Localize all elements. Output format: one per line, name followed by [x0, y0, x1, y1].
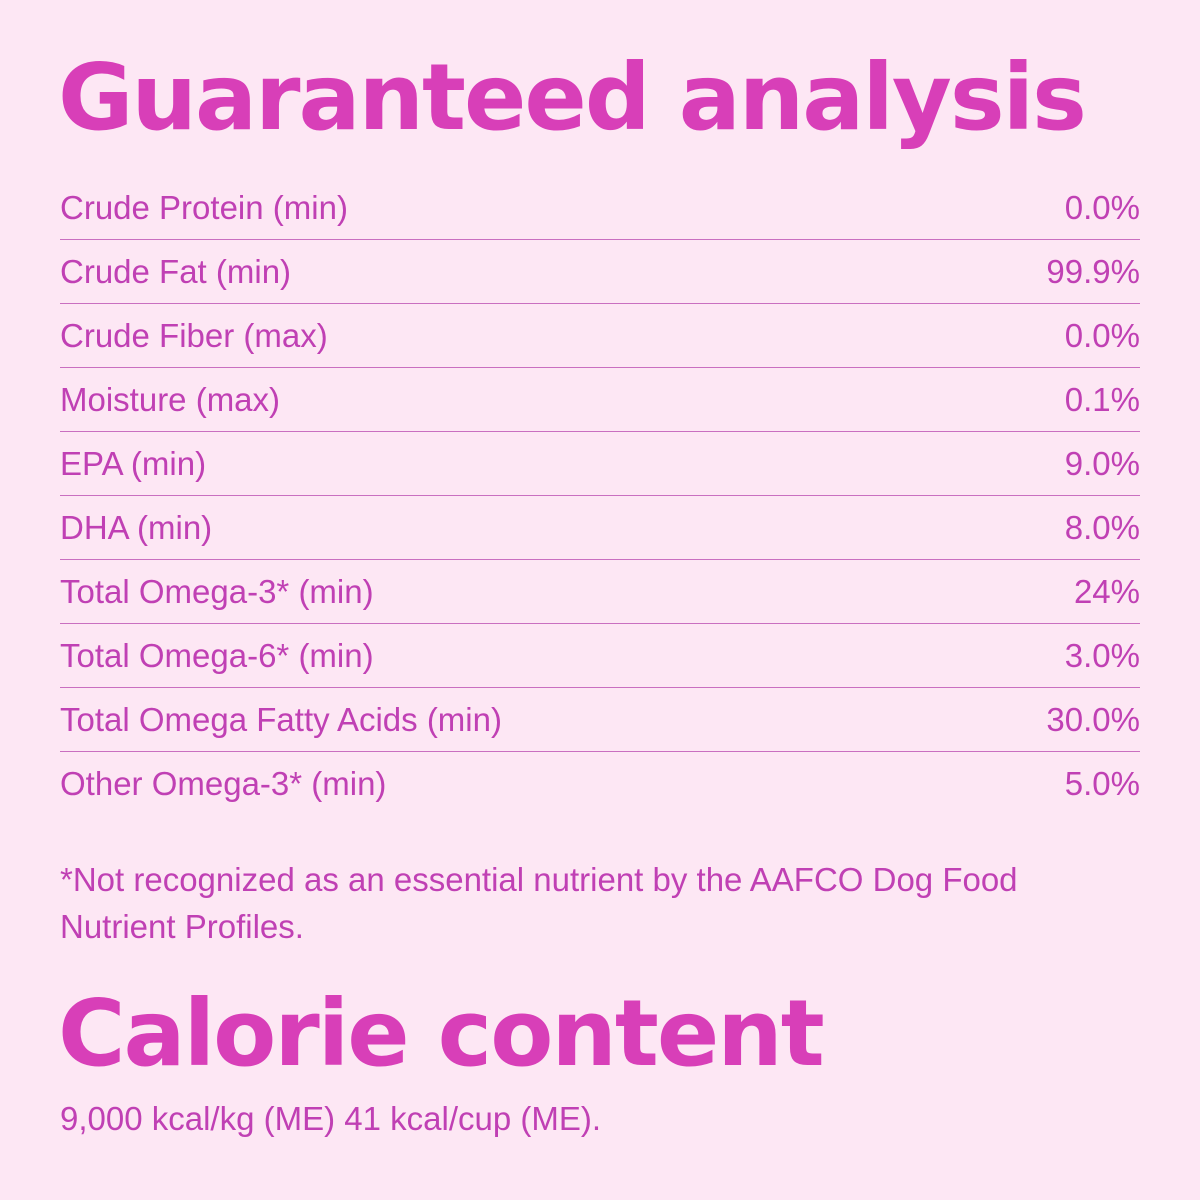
table-row: Total Omega Fatty Acids (min) 30.0%	[60, 688, 1140, 752]
aafco-footnote: *Not recognized as an essential nutrient…	[60, 861, 1018, 945]
nutrient-value: 0.0%	[1064, 188, 1140, 226]
nutrient-label: Other Omega-3* (min)	[60, 765, 387, 802]
nutrient-label: Total Omega-6* (min)	[60, 636, 374, 674]
table-row: Crude Fiber (max) 0.0%	[60, 304, 1140, 368]
table-row: DHA (min) 8.0%	[60, 496, 1140, 560]
nutrient-value: 24%	[1073, 572, 1140, 610]
table-row: Crude Protein (min) 0.0%	[60, 176, 1140, 240]
table-row: Crude Fat (min) 99.9%	[60, 240, 1140, 304]
nutrient-value: 0.1%	[1064, 380, 1140, 418]
table-row: Total Omega-6* (min) 3.0%	[60, 624, 1140, 688]
nutrient-label: Total Omega-3* (min)	[60, 572, 374, 610]
calorie-content-text: 9,000 kcal/kg (ME) 41 kcal/cup (ME).	[60, 1100, 602, 1137]
nutrient-value: 30.0%	[1046, 700, 1140, 738]
analysis-table: Crude Protein (min) 0.0% Crude Fat (min)…	[60, 176, 1140, 816]
table-row: Other Omega-3* (min) 5.0%	[60, 752, 1140, 816]
nutrient-label: DHA (min)	[60, 508, 213, 546]
nutrient-value: 99.9%	[1046, 252, 1140, 290]
table-row: Total Omega-3* (min) 24%	[60, 560, 1140, 624]
nutrient-value: 3.0%	[1064, 636, 1140, 674]
nutrient-label: Crude Protein (min)	[60, 188, 348, 226]
table-row: EPA (min) 9.0%	[60, 432, 1140, 496]
nutrient-value: 9.0%	[1064, 444, 1140, 482]
nutrient-label: EPA (min)	[60, 444, 207, 482]
calorie-content-title: Calorie content	[58, 980, 825, 1087]
nutrient-label: Crude Fiber (max)	[60, 316, 328, 354]
table-row: Moisture (max) 0.1%	[60, 368, 1140, 432]
nutrient-label: Moisture (max)	[60, 380, 281, 418]
nutrient-label: Crude Fat (min)	[60, 252, 292, 290]
guaranteed-analysis-title: Guaranteed analysis	[58, 44, 1087, 151]
nutrient-value: 0.0%	[1064, 316, 1140, 354]
nutrient-value: 5.0%	[1064, 765, 1140, 802]
nutrient-value: 8.0%	[1064, 508, 1140, 546]
nutrient-label: Total Omega Fatty Acids (min)	[60, 700, 502, 738]
